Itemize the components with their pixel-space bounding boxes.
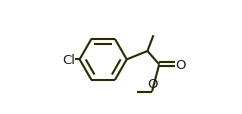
- Text: O: O: [176, 58, 186, 71]
- Text: Cl: Cl: [62, 53, 75, 66]
- Text: O: O: [147, 78, 157, 91]
